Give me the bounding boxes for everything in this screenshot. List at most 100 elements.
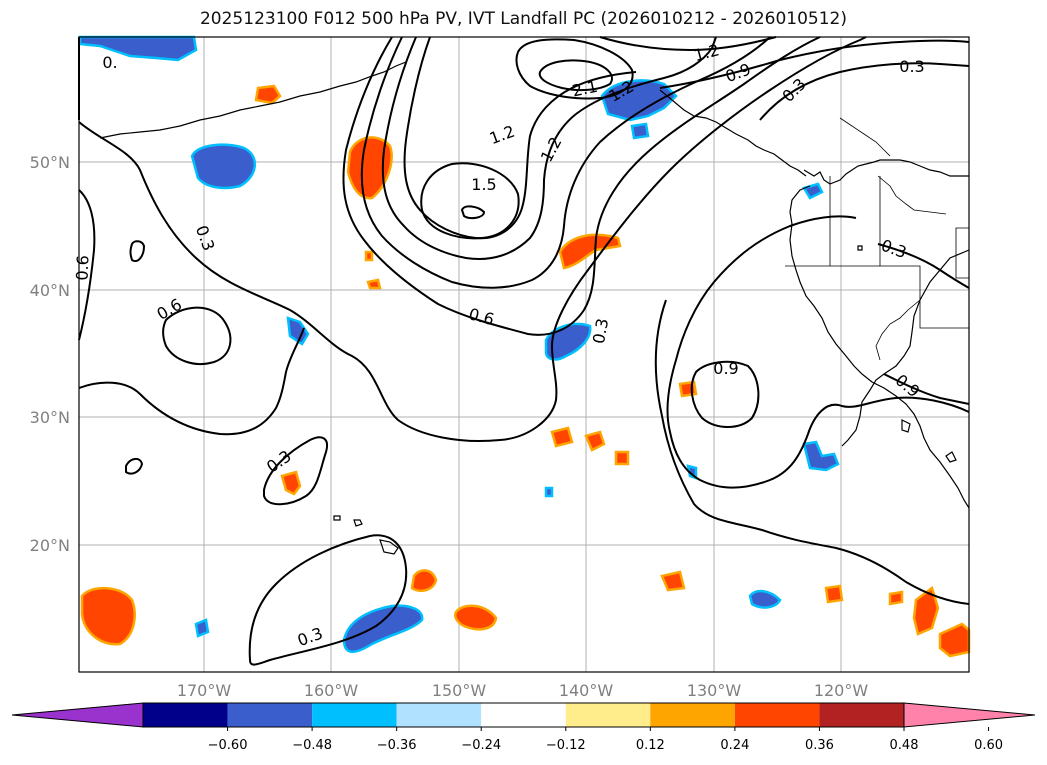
pv-contour-0.9: [360, 36, 771, 289]
colorbar-ticks: −0.60 −0.48 −0.36 −0.24 −0.12 0.12 0.24 0.36 0.4…: [208, 727, 1003, 753]
pv-contour-0.3-northeast: [759, 62, 970, 121]
state-borders: [785, 117, 970, 361]
island: [379, 539, 399, 555]
red-patch: [888, 590, 904, 606]
blue-patch: [802, 182, 824, 200]
lat-label-50n: 50°N: [30, 153, 70, 172]
pv-contour-0.3-california: [877, 243, 970, 289]
blue-patch: [342, 604, 424, 653]
border: [877, 175, 947, 215]
pv-contour-0.6: [342, 36, 821, 336]
contour-label: 0.3: [589, 317, 612, 345]
lat-label-40n: 40°N: [30, 281, 70, 300]
red-patch: [614, 450, 630, 466]
pv-contour-0.3: [78, 36, 867, 443]
colorbar-segment: [481, 703, 566, 727]
red-patch: [584, 430, 606, 452]
pv-contour-1.2-north: [599, 36, 777, 52]
latitude-labels: 50°N 40°N 30°N 20°N: [30, 153, 70, 555]
pv-contour-small: [460, 205, 486, 220]
contour-label: 0.: [102, 53, 117, 72]
red-patch: [660, 570, 686, 592]
colorbar-tick-label: 0.60: [974, 738, 1003, 753]
coastline: [789, 185, 970, 509]
island: [945, 451, 957, 463]
blue-patch: [630, 122, 650, 140]
red-patch: [550, 426, 574, 448]
blue-patch: [544, 486, 554, 498]
red-patch: [558, 233, 622, 270]
lat-label-20n: 20°N: [30, 536, 70, 555]
coastline: [841, 249, 970, 447]
border: [875, 299, 921, 361]
blue-patch: [544, 322, 592, 361]
blue-patch: [194, 618, 210, 638]
contour-label: 0.3: [899, 57, 924, 76]
lon-label-120w: 120°W: [814, 681, 869, 700]
contour-label: 1.5: [471, 175, 496, 194]
island: [353, 519, 363, 527]
colorbar-segment: [312, 703, 397, 727]
pv-contour-0.3-south: [248, 534, 408, 666]
blue-patch: [190, 143, 256, 190]
lon-label-160w: 160°W: [304, 681, 359, 700]
coastline: [803, 159, 969, 185]
colorbar-tick-label: 0.24: [720, 738, 749, 753]
contour-label: 2.1: [570, 77, 599, 101]
map-frame: [78, 36, 970, 673]
colorbar-extend-high: [903, 702, 1036, 728]
red-patch: [254, 84, 282, 105]
colorbar-segment: [650, 703, 735, 727]
colorbar-tick-label: 0.48: [890, 738, 919, 753]
red-patch: [364, 250, 374, 262]
pv-contour-2.1: [515, 38, 634, 100]
pv-contour-0.3-southeast: [654, 299, 970, 605]
red-patch: [80, 587, 136, 646]
colorbar-extend-low: [11, 702, 144, 728]
border: [839, 117, 891, 157]
red-patch: [366, 278, 382, 290]
pv-contour-0.6-california: [883, 373, 970, 405]
pv-contour-0.3-loop: [263, 436, 328, 506]
colorbar-segment: [819, 703, 904, 727]
red-patch: [824, 584, 844, 604]
island: [857, 245, 863, 251]
coastline: [99, 61, 407, 139]
pv-contour-inner: [538, 59, 613, 92]
blue-patch: [286, 316, 310, 346]
colorbar-segment: [143, 703, 228, 727]
pv-contour-small: [125, 458, 144, 475]
colorbar-tick-label: −0.24: [461, 738, 501, 753]
pv-contour-0.9-north: [659, 39, 970, 89]
red-patch: [346, 136, 393, 200]
coastline: [659, 89, 807, 177]
map-background: [79, 37, 969, 672]
colorbar-tick-label: 0.36: [805, 738, 834, 753]
lon-label-140w: 140°W: [559, 681, 614, 700]
map-title: 2025123100 F012 500 hPa PV, IVT Landfall…: [199, 9, 847, 29]
colorbar-tick-label: −0.60: [208, 738, 248, 753]
pv-contour-0.3-east: [666, 215, 970, 489]
lon-label-170w: 170°W: [177, 681, 232, 700]
blue-patch: [748, 589, 782, 609]
pv-contour-0.6-west: [78, 189, 96, 341]
blue-patch: [802, 440, 840, 472]
longitude-labels: 170°W 160°W 150°W 140°W 130°W 120°W: [177, 681, 869, 700]
island: [901, 419, 911, 433]
red-patch: [678, 380, 698, 398]
pv-contours: [78, 36, 970, 666]
island: [333, 515, 341, 521]
colorbar-segment: [565, 703, 651, 727]
colorbar-tick-label: −0.48: [292, 738, 332, 753]
pv-contour-1.5-ring: [420, 162, 520, 240]
colorbar-segment: [227, 703, 313, 727]
colorbar-tick-label: 0.12: [636, 738, 665, 753]
colorbar-tick-label: −0.36: [377, 738, 417, 753]
coastlines: [99, 61, 970, 555]
lon-label-130w: 130°W: [687, 681, 742, 700]
pv-contour-0.6-loop: [162, 306, 232, 365]
red-patch: [912, 585, 940, 636]
contour-label: 0.9: [713, 359, 738, 378]
border: [879, 176, 969, 329]
